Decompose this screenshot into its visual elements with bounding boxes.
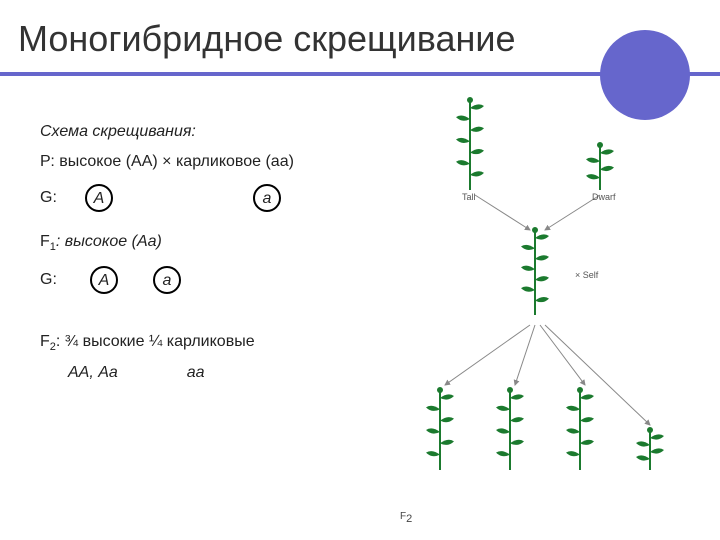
f1-line: F1: высокое (Аа) [40, 230, 294, 256]
p-text: Р: высокое (АА) × карликовое (аа) [40, 153, 294, 170]
f2-text: : ¾ высокие ¼ карликовые [56, 333, 255, 350]
diagram-f2-label: F2 [400, 511, 412, 525]
diag-f2-sub: 2 [406, 513, 412, 525]
label-tall: Tall [462, 192, 476, 202]
allele-circle-A2: А [90, 266, 118, 294]
header: Моногибридное скрещивание [0, 0, 720, 100]
diagram-svg [400, 90, 720, 530]
f1-text: : высокое (Аа) [56, 233, 162, 250]
p-generation-line: Р: высокое (АА) × карликовое (аа) [40, 150, 294, 174]
scheme-heading: Схема скрещивания: [40, 120, 294, 144]
f2-geno1: АА, Аа [68, 364, 118, 381]
label-dwarf: Dwarf [592, 192, 616, 202]
f2-prefix: F [40, 333, 50, 350]
scheme-text: Схема скрещивания: Р: высокое (АА) × кар… [40, 120, 294, 391]
allele-circle-A: А [85, 184, 113, 212]
cross-diagram: Tall Dwarf × Self F2 [400, 90, 720, 530]
title-accent-circle [600, 30, 690, 120]
f1-prefix: F [40, 233, 50, 250]
gametes-row-1: G: А а [40, 184, 294, 212]
f2-geno2: аа [187, 364, 205, 381]
allele-circle-a2: а [153, 266, 181, 294]
gametes-row-2: G: А а [40, 266, 294, 294]
g2-label: G: [40, 268, 70, 292]
g1-label: G: [40, 186, 70, 210]
allele-circle-a: а [253, 184, 281, 212]
f2-line: F2: ¾ высокие ¼ карликовые [40, 330, 294, 356]
page-title: Моногибридное скрещивание [18, 18, 536, 60]
label-self: × Self [575, 270, 598, 280]
f2-genotypes: АА, Аа аа [40, 361, 294, 385]
